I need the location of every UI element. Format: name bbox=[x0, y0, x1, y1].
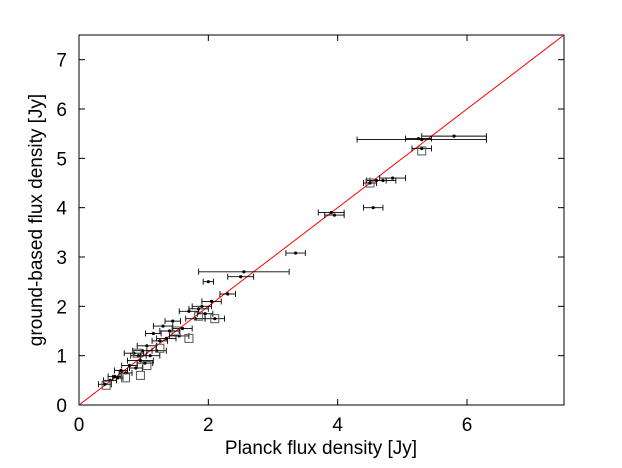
y-tick-label: 7 bbox=[56, 51, 67, 72]
y-tick-label: 2 bbox=[56, 297, 67, 318]
y-tick-label: 4 bbox=[56, 199, 67, 220]
data-point bbox=[151, 331, 155, 336]
y-axis-ticks: 0 1 2 3 4 5 6 7 bbox=[56, 51, 564, 417]
x-tick-label: 6 bbox=[462, 415, 473, 436]
data-point bbox=[112, 374, 117, 378]
data-point bbox=[213, 317, 217, 321]
x-axis-label: Planck flux density [Jy] bbox=[225, 438, 417, 459]
square-marker bbox=[101, 380, 111, 390]
x-tick-label: 2 bbox=[203, 415, 214, 436]
data-point bbox=[136, 354, 141, 358]
y-tick-label: 1 bbox=[56, 347, 67, 368]
data-point bbox=[158, 339, 162, 343]
data-point bbox=[206, 280, 210, 284]
y-tick-label: 0 bbox=[56, 396, 67, 417]
square-marker bbox=[142, 361, 152, 371]
y-tick-label: 5 bbox=[56, 149, 67, 170]
x-tick-label: 4 bbox=[332, 415, 343, 436]
square-marker bbox=[155, 343, 165, 353]
data-point bbox=[119, 368, 123, 373]
data-point bbox=[197, 307, 201, 311]
data-point bbox=[294, 251, 298, 255]
square-marker bbox=[365, 178, 375, 188]
data-point bbox=[226, 292, 230, 296]
y-axis-label: ground-based flux density [Jy] bbox=[26, 94, 47, 346]
data-point bbox=[103, 382, 107, 386]
data-point bbox=[332, 213, 337, 217]
square-marker bbox=[171, 326, 181, 336]
data-point bbox=[420, 146, 424, 151]
data-point bbox=[180, 326, 185, 331]
data-point bbox=[145, 344, 149, 348]
data-point bbox=[164, 336, 168, 340]
data-point bbox=[242, 270, 246, 274]
y-tick-label: 6 bbox=[56, 100, 67, 121]
square-marker bbox=[184, 333, 194, 343]
data-point bbox=[148, 354, 152, 358]
square-marker bbox=[121, 373, 131, 383]
data-point bbox=[161, 324, 165, 328]
square-marker bbox=[210, 314, 220, 324]
data-point bbox=[371, 206, 375, 210]
square-marker bbox=[417, 146, 427, 156]
data-point bbox=[203, 312, 207, 316]
data-point bbox=[420, 137, 424, 142]
data-point bbox=[171, 319, 175, 323]
square-marker bbox=[194, 311, 204, 321]
data-point bbox=[239, 275, 243, 279]
data-point bbox=[452, 134, 456, 138]
plot-frame bbox=[78, 34, 565, 406]
data-point bbox=[138, 359, 143, 363]
data-point bbox=[143, 361, 147, 365]
y-tick-label: 3 bbox=[56, 248, 67, 269]
x-tick-label: 0 bbox=[74, 415, 85, 436]
x-axis-ticks: 0 2 4 6 bbox=[74, 35, 473, 436]
data-point bbox=[209, 299, 214, 303]
data-point bbox=[381, 178, 385, 183]
data-points bbox=[97, 133, 487, 390]
data-point bbox=[329, 211, 333, 215]
data-point bbox=[200, 304, 204, 308]
data-point bbox=[116, 376, 120, 380]
identity-reference-line bbox=[79, 35, 564, 405]
square-marker bbox=[135, 370, 145, 380]
square-marker bbox=[132, 348, 142, 358]
data-point bbox=[391, 176, 395, 180]
data-point bbox=[167, 329, 172, 333]
data-point bbox=[134, 366, 138, 370]
